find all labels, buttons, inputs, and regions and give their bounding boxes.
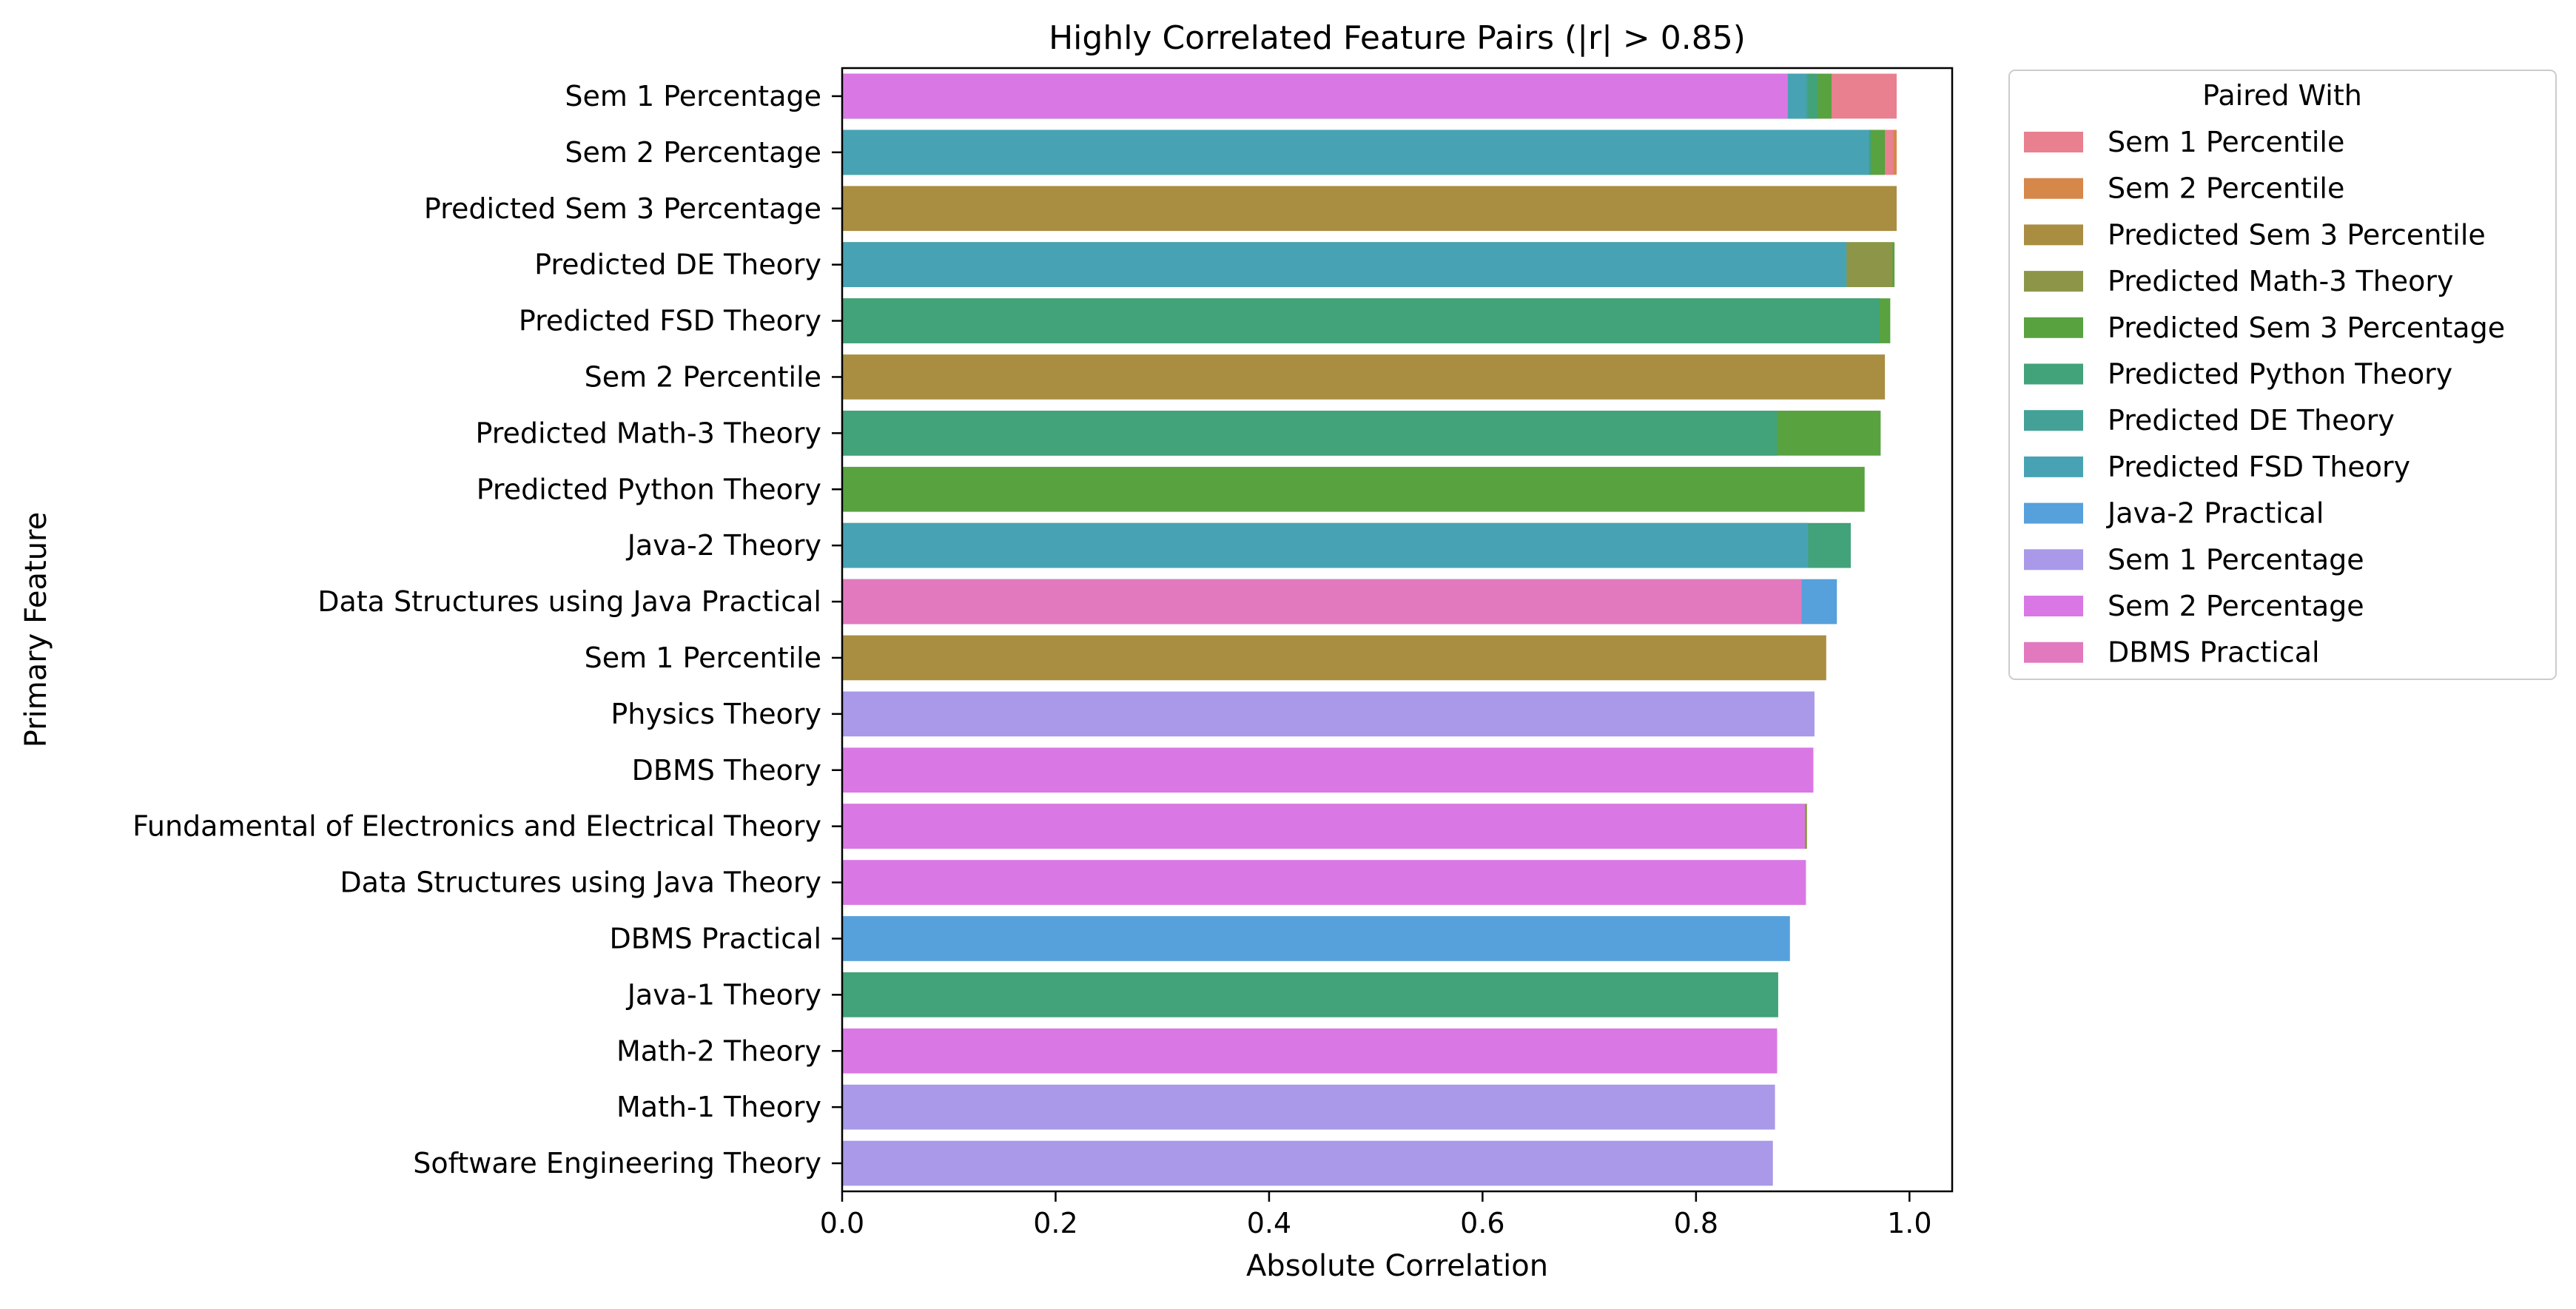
bar-math-2-theory-sem-2-percentage xyxy=(842,1028,1778,1074)
y-tick-label: Predicted Python Theory xyxy=(477,473,821,505)
bar-dbms-theory-sem-2-percentage xyxy=(842,747,1814,793)
y-tick-label: Data Structures using Java Practical xyxy=(317,585,821,618)
y-tick-label: Math-2 Theory xyxy=(616,1034,821,1067)
y-tick-label: Data Structures using Java Theory xyxy=(340,867,821,899)
x-tick-label: 0.0 xyxy=(820,1207,864,1239)
bar-sem-2-percentage-predicted-fsd-theory xyxy=(842,129,1869,175)
y-tick-label: Fundamental of Electronics and Electrica… xyxy=(132,810,821,843)
y-tick-label: Math-1 Theory xyxy=(616,1091,821,1123)
bar-physics-theory-sem-1-percentage xyxy=(842,691,1815,737)
legend-label-sem-1-percentage: Sem 1 Percentage xyxy=(2108,543,2364,576)
legend-swatch-dbms-practical xyxy=(2024,642,2083,663)
legend-label-predicted-fsd-theory: Predicted FSD Theory xyxy=(2108,451,2410,483)
x-tick-label: 0.2 xyxy=(1033,1207,1077,1239)
bar-sem-2-percentile-predicted-sem-3-percentile xyxy=(842,354,1886,400)
legend-swatch-sem-2-percentage xyxy=(2024,596,2083,616)
legend-label-predicted-math-3-theory: Predicted Math-3 Theory xyxy=(2108,265,2454,297)
y-tick-label: Java-1 Theory xyxy=(626,978,821,1011)
legend-swatch-sem-1-percentile xyxy=(2024,132,2083,152)
x-tick-label: 0.4 xyxy=(1247,1207,1291,1239)
legend-title: Paired With xyxy=(2202,79,2362,112)
legend-label-predicted-sem-3-percentage: Predicted Sem 3 Percentage xyxy=(2108,312,2505,344)
legend-swatch-sem-2-percentile xyxy=(2024,178,2083,199)
bar-sem-1-percentile-predicted-sem-3-percentile xyxy=(842,635,1826,681)
legend: Paired With Sem 1 Percentile Sem 2 Percen… xyxy=(2008,70,2557,680)
y-tick-label: Predicted Sem 3 Percentage xyxy=(424,192,821,225)
chart-title: Highly Correlated Feature Pairs (|r| > 0… xyxy=(1049,19,1746,57)
y-tick-label: Predicted FSD Theory xyxy=(519,305,821,337)
bar-sem-1-percentage-sem-2-percentage xyxy=(842,73,1788,119)
x-tick-label: 0.6 xyxy=(1460,1207,1504,1239)
y-tick-label: Sem 1 Percentile xyxy=(585,642,821,674)
bar-predicted-math-3-theory-predicted-python-theory xyxy=(842,410,1778,456)
legend-label-predicted-sem-3-percentile: Predicted Sem 3 Percentile xyxy=(2108,218,2486,251)
legend-swatch-java-2-practical xyxy=(2024,502,2083,524)
bar-data-structures-using-java-theory-sem-2-percentage xyxy=(842,860,1806,905)
bar-java-2-theory-predicted-fsd-theory xyxy=(842,522,1809,568)
y-tick-label: Sem 1 Percentage xyxy=(565,80,821,112)
legend-swatch-predicted-de-theory xyxy=(2024,410,2083,431)
bar-predicted-python-theory-predicted-sem-3-percentage xyxy=(842,466,1865,512)
bar-fundamental-of-electronics-and-electrical-theory-sem-2-percentage xyxy=(842,804,1805,849)
y-tick-label: DBMS Theory xyxy=(632,754,821,787)
y-axis: Sem 1 Percentage Sem 2 Percentage Predicte… xyxy=(132,80,842,1180)
legend-label-predicted-python-theory: Predicted Python Theory xyxy=(2108,358,2452,391)
y-tick-label: Java-2 Theory xyxy=(626,529,821,562)
legend-swatch-predicted-math-3-theory xyxy=(2024,271,2083,292)
plot-frame xyxy=(841,67,1954,1193)
y-tick-label: Software Engineering Theory xyxy=(413,1147,821,1180)
bar-data-structures-using-java-practical-dbms-practical xyxy=(842,579,1802,625)
y-tick-label: Sem 2 Percentage xyxy=(565,136,821,169)
legend-label-sem-2-percentage: Sem 2 Percentage xyxy=(2108,590,2364,622)
bar-predicted-fsd-theory-predicted-python-theory xyxy=(842,298,1880,343)
bar-predicted-de-theory-predicted-fsd-theory xyxy=(842,242,1847,288)
y-tick-label: Predicted DE Theory xyxy=(534,249,821,281)
x-axis-label: Absolute Correlation xyxy=(1246,1249,1548,1283)
y-tick-label: Predicted Math-3 Theory xyxy=(475,417,821,449)
bars-group xyxy=(842,73,1897,1186)
bar-math-1-theory-sem-1-percentage xyxy=(842,1084,1775,1130)
legend-swatch-predicted-fsd-theory xyxy=(2024,456,2083,477)
legend-swatch-sem-1-percentage xyxy=(2024,549,2083,571)
y-tick-label: Physics Theory xyxy=(611,698,821,730)
bar-predicted-sem-3-percentage-predicted-sem-3-percentile xyxy=(842,186,1897,232)
bar-java-1-theory-predicted-python-theory xyxy=(842,972,1778,1017)
legend-label-dbms-practical: DBMS Practical xyxy=(2108,636,2320,669)
legend-label-predicted-de-theory: Predicted DE Theory xyxy=(2108,404,2395,437)
legend-swatch-predicted-sem-3-percentile xyxy=(2024,224,2083,246)
x-tick-label: 0.8 xyxy=(1674,1207,1718,1239)
legend-label-java-2-practical: Java-2 Practical xyxy=(2106,497,2324,530)
bar-software-engineering-theory-sem-1-percentage xyxy=(842,1140,1773,1186)
y-tick-label: DBMS Practical xyxy=(609,922,821,955)
bar-dbms-practical-java-2-practical xyxy=(842,916,1790,961)
x-axis: 0.0 0.2 0.4 0.6 0.8 1.0 xyxy=(820,1191,1932,1239)
y-axis-label: Primary Feature xyxy=(19,512,53,747)
legend-label-sem-2-percentile: Sem 2 Percentile xyxy=(2108,172,2344,205)
legend-box xyxy=(2008,70,2557,680)
legend-swatch-predicted-python-theory xyxy=(2024,363,2083,385)
legend-swatch-predicted-sem-3-percentage xyxy=(2024,317,2083,338)
y-tick-label: Sem 2 Percentile xyxy=(585,360,821,393)
x-tick-label: 1.0 xyxy=(1887,1207,1931,1239)
legend-entries: Sem 1 Percentile Sem 2 Percentile Predicte… xyxy=(2024,126,2505,669)
legend-label-sem-1-percentile: Sem 1 Percentile xyxy=(2108,126,2344,158)
